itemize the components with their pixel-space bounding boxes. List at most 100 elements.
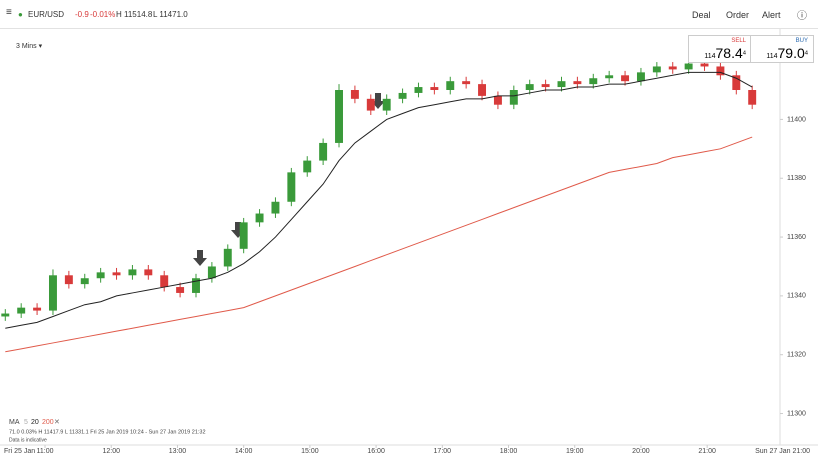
menu-icon[interactable]: ≡ bbox=[6, 7, 12, 18]
y-tick-label: 11340 bbox=[787, 293, 806, 300]
x-tick-label: 20:00 bbox=[632, 448, 650, 455]
interval-label[interactable]: 3 Mins bbox=[16, 43, 37, 50]
x-end-label: Sun 27 Jan 21:00 bbox=[755, 448, 810, 455]
candle-body bbox=[176, 287, 185, 293]
candle-body bbox=[192, 278, 200, 293]
candle-body bbox=[287, 172, 296, 202]
legend-close[interactable]: ✕ bbox=[54, 419, 60, 426]
legend-inactive: 5 bbox=[24, 419, 28, 426]
candle-body bbox=[414, 87, 423, 93]
candle-body bbox=[207, 266, 216, 279]
ma-line bbox=[5, 136, 753, 353]
candle-body bbox=[589, 78, 598, 85]
candle-body bbox=[652, 66, 661, 73]
candle-body bbox=[160, 275, 169, 288]
interval[interactable]: 3 Mins ▾ bbox=[16, 43, 43, 50]
price-prefix: 114 bbox=[766, 53, 778, 60]
price-main: 79.0 bbox=[777, 45, 805, 61]
candle-body bbox=[128, 269, 137, 276]
candle-body bbox=[700, 63, 709, 67]
legend-label: MA bbox=[9, 419, 20, 426]
candle-body bbox=[17, 307, 26, 314]
arrow bbox=[193, 250, 207, 266]
candle-body bbox=[303, 160, 312, 173]
quote-box: SELL 11478.44 BUY 11479.04 bbox=[688, 35, 814, 63]
candle-body bbox=[350, 90, 359, 99]
y-tick-label: 11320 bbox=[787, 352, 806, 359]
y-tick-label: 11360 bbox=[787, 234, 806, 241]
menu-item[interactable]: Deal bbox=[692, 10, 711, 20]
x-tick-label: 18:00 bbox=[500, 448, 518, 455]
y-tick-label: 11300 bbox=[787, 410, 806, 417]
sell-label: SELL bbox=[731, 38, 746, 44]
x-tick-label: 21:00 bbox=[698, 448, 716, 455]
legend-entry: 20 bbox=[31, 419, 39, 426]
candle-body bbox=[716, 66, 725, 76]
buy[interactable]: BUY 11479.04 bbox=[751, 36, 812, 62]
candle-body bbox=[493, 95, 502, 105]
candle-body bbox=[223, 248, 232, 267]
ma-line bbox=[5, 71, 753, 329]
candle-body bbox=[382, 98, 391, 111]
sell-price: 11478.44 bbox=[704, 45, 746, 61]
candle-body bbox=[48, 275, 57, 311]
candle-body bbox=[271, 201, 280, 214]
candle-body bbox=[64, 275, 73, 285]
x-tick-label: 15:00 bbox=[301, 448, 319, 455]
annotation-arrows bbox=[193, 93, 385, 266]
candle-body bbox=[144, 269, 153, 276]
candle-body bbox=[96, 272, 105, 279]
buy-label: BUY bbox=[795, 38, 808, 44]
candle-body bbox=[525, 84, 534, 90]
candle-body bbox=[319, 142, 328, 161]
candle-body bbox=[335, 90, 343, 143]
menu-item[interactable]: Alert bbox=[762, 10, 781, 20]
y-tick-label: 11400 bbox=[787, 116, 806, 123]
candle-body bbox=[462, 81, 471, 85]
candle-body bbox=[398, 92, 407, 99]
change: -0.9 bbox=[75, 10, 89, 19]
candle-body bbox=[478, 84, 487, 96]
x-tick-label: 12:00 bbox=[102, 448, 120, 455]
toolbar: ≡ ● EUR/USD -0.9 -0.01% H 11514.8 L 1147… bbox=[0, 0, 818, 29]
candle-body bbox=[636, 72, 645, 82]
candle-body bbox=[541, 84, 550, 88]
candle-body bbox=[446, 81, 455, 90]
high: H 11514.8 bbox=[116, 10, 153, 19]
candle-body bbox=[684, 63, 693, 70]
candle-body bbox=[112, 272, 121, 276]
menu-item[interactable]: Order bbox=[726, 10, 750, 20]
footer-note: Data is indicative bbox=[9, 437, 47, 443]
buy-price: 11479.04 bbox=[766, 45, 808, 61]
x-start-label: Fri 25 Jan bbox=[4, 448, 35, 455]
y-tick-label: 11380 bbox=[787, 175, 806, 182]
x-tick-label: 16:00 bbox=[367, 448, 385, 455]
sell[interactable]: SELL 11478.44 bbox=[689, 36, 751, 62]
arrow bbox=[371, 93, 385, 109]
candle-body bbox=[255, 213, 264, 223]
candle-body bbox=[573, 81, 582, 85]
candle-body bbox=[1, 313, 10, 317]
symbol[interactable]: EUR/USD bbox=[28, 10, 65, 19]
candle-body bbox=[732, 75, 741, 90]
low: L 11471.0 bbox=[153, 10, 188, 19]
footer-stats: 71.0 0.03% H 11417.9 L 11331.1 Fri 25 Ja… bbox=[9, 429, 206, 435]
status-dot: ● bbox=[18, 10, 23, 19]
x-tick-label: 13:00 bbox=[169, 448, 187, 455]
x-tick-label: 17:00 bbox=[434, 448, 452, 455]
candle-body bbox=[557, 81, 566, 88]
price-prefix: 114 bbox=[704, 53, 716, 60]
candle-body bbox=[366, 98, 375, 111]
x-tick-label: 19:00 bbox=[566, 448, 584, 455]
change-pct: -0.01% bbox=[90, 10, 116, 19]
info-icon[interactable]: ⓘ bbox=[797, 11, 807, 22]
arrow bbox=[231, 222, 245, 238]
price-sup: 4 bbox=[742, 50, 746, 57]
candle-body bbox=[239, 222, 248, 249]
price-main: 78.4 bbox=[715, 45, 743, 61]
candle-body bbox=[509, 90, 518, 105]
candle-body bbox=[748, 90, 757, 105]
legend-entry: 200 bbox=[42, 419, 54, 426]
